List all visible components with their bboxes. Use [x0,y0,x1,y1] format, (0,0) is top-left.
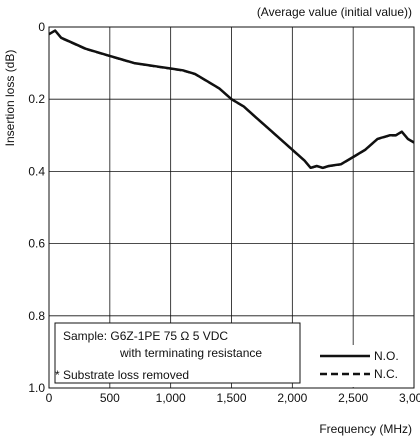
plot-frame [48,26,415,389]
x-axis-label: Frequency (MHz) [319,422,412,436]
y-tick-label: 0.6 [28,237,45,251]
y-tick-label: 0.4 [28,164,45,178]
x-tick-label: 1,500 [216,391,246,405]
legend: N.O. N.C. [305,345,410,387]
x-tick-label: 500 [100,391,120,405]
x-tick-label: 1,000 [156,391,186,405]
x-tick-label: 2,000 [277,391,307,405]
y-tick-label: 0.8 [28,309,45,323]
legend-label-nc: N.C. [374,367,398,381]
y-tick-label: 0.2 [28,92,45,106]
y-tick-label: 0 [38,20,45,34]
series-layer [48,29,415,170]
y-tick-label: 1.0 [28,381,45,395]
legend-box [305,345,410,387]
x-tick-label: 3,000 [399,391,420,405]
x-tick-label: 0 [46,391,53,405]
x-tick-label: 2,500 [338,391,368,405]
annotation-terminating: with terminating resistance [119,346,262,360]
legend-label-no: N.O. [374,349,399,363]
series-line-nc [48,30,415,170]
annotation-box [54,322,301,384]
annotation-substrate: * Substrate loss removed [55,368,189,382]
annotation-sample: Sample: G6Z-1PE 75 Ω 5 VDC [63,329,228,343]
chart-subtitle: (Average value (initial value)) [257,5,412,19]
y-axis-label: Insertion loss (dB) [3,50,17,147]
tick-labels: 0 500 1,000 1,500 2,000 2,500 3,000 0 0.2 0.4 0.6 0… [28,20,420,405]
